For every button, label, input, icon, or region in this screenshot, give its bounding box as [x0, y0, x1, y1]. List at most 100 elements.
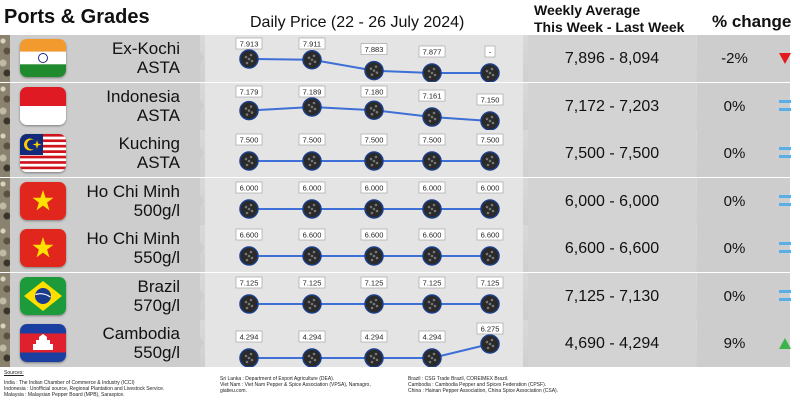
port-grade-label: Kuching ASTA — [119, 134, 180, 172]
daily-price-svg: 6.000 6.000 6.000 6.000 6.000 — [235, 181, 504, 219]
weekly-header-line2: This Week - Last Week — [534, 19, 685, 35]
data-label-box — [298, 276, 326, 288]
data-point — [239, 49, 259, 69]
source-line: India : The Indian Chamber of Commerce &… — [4, 380, 135, 386]
data-label: 7.180 — [365, 87, 384, 96]
port-name: Brazil — [137, 276, 180, 296]
data-label: 6.000 — [481, 183, 500, 192]
data-point — [480, 63, 500, 82]
data-label: 7.125 — [423, 278, 442, 287]
pepper-texture — [0, 225, 10, 272]
data-label: 4.294 — [303, 333, 322, 342]
data-point — [239, 246, 259, 266]
weekly-panel — [528, 130, 696, 177]
chevron-arrow — [190, 177, 204, 224]
data-point — [364, 348, 384, 367]
vietnam-flag-icon — [20, 229, 66, 267]
data-point — [302, 50, 322, 70]
trend-indicator — [778, 178, 792, 225]
data-label-box — [360, 85, 388, 97]
data-point — [480, 293, 500, 314]
pepper-texture — [0, 177, 10, 225]
data-point — [302, 348, 322, 367]
data-label: 6.600 — [423, 231, 442, 240]
data-label: 7.125 — [240, 278, 259, 287]
daily-price-svg: 7.913 7.911 7.883 7.877 - — [235, 37, 500, 82]
grade-name: 550g/l — [133, 343, 180, 362]
data-label-box — [360, 133, 388, 146]
data-label-box — [235, 181, 263, 193]
data-label-box — [360, 228, 388, 241]
data-point — [364, 60, 384, 81]
data-label: 6.000 — [240, 183, 259, 192]
chevron-arrow — [190, 320, 204, 366]
data-label: 7.189 — [303, 87, 322, 96]
data-point — [422, 106, 442, 127]
data-point — [422, 63, 442, 82]
source-line: giatieu.com. — [220, 388, 247, 394]
price-row: 4.294 4.294 4.294 4.294 6.275 Cambodia 550g/… — [0, 320, 800, 367]
data-label: 7.179 — [240, 87, 259, 96]
data-point — [422, 151, 442, 171]
grade-name: ASTA — [136, 153, 180, 172]
data-label: 7.911 — [303, 40, 321, 49]
pepper-texture — [0, 82, 10, 130]
data-label-box — [476, 228, 504, 241]
data-point — [302, 198, 322, 219]
grade-name: 550g/l — [133, 248, 180, 267]
pepper-texture — [0, 130, 10, 177]
equal-sign-icon — [779, 147, 791, 158]
data-point — [302, 151, 322, 171]
pct-panel — [697, 272, 790, 320]
daily-price-chart: 7.500 7.500 7.500 7.500 7.500 — [205, 130, 523, 177]
weekly-average-value: 7,896 - 8,094 — [564, 50, 660, 67]
pct-panel — [697, 320, 790, 367]
pct-change-value: 0% — [723, 287, 746, 305]
sources-footer: Sources: India : The Indian Chamber of C… — [4, 370, 800, 416]
data-label-box — [235, 276, 263, 288]
data-label-box — [418, 276, 446, 288]
data-label-box — [418, 330, 446, 343]
series-line-segment — [431, 343, 491, 359]
weekly-panel — [528, 35, 696, 82]
weekly-panel — [528, 82, 696, 130]
indonesia-flag-icon — [20, 86, 66, 125]
data-label-box — [476, 133, 504, 146]
grade-name: 500g/l — [133, 200, 180, 220]
data-label-box — [298, 133, 326, 146]
data-label-box — [418, 45, 446, 58]
cambodia-flag-icon — [20, 324, 66, 362]
data-point — [480, 198, 500, 219]
data-label-box — [298, 228, 326, 241]
pct-change-value: 9% — [723, 335, 746, 352]
chevron-arrow — [190, 35, 204, 81]
trend-indicator — [778, 273, 792, 320]
port-name: Ex-Kochi — [111, 39, 180, 58]
pepper-texture — [0, 320, 10, 367]
pct-change-value: 0% — [723, 97, 746, 115]
weekly-header-line1: Weekly Average — [534, 2, 641, 18]
data-point — [239, 348, 259, 367]
price-row: 6.600 6.600 6.600 6.600 6.600 Ho Chi Minh 55… — [0, 225, 800, 272]
data-label-box — [298, 330, 326, 343]
trend-indicator — [778, 35, 792, 82]
grade-name: ASTA — [136, 58, 180, 77]
port-grade-label: Ho Chi Minh 550g/l — [86, 229, 180, 267]
source-line: Sri Lanka : Department of Export Agricul… — [220, 376, 335, 382]
data-label: - — [489, 48, 492, 57]
data-label: 7.500 — [240, 136, 259, 145]
up-arrow-icon — [779, 338, 791, 349]
data-label: 7.913 — [240, 40, 259, 49]
source-line: Indonesia : Unofficial source, Regional … — [4, 386, 165, 392]
port-name: Indonesia — [106, 86, 180, 106]
data-label-box — [298, 181, 326, 193]
sources-col3: Brazil : CSG Trade Brazil, COREIMEX Braz… — [408, 376, 558, 394]
daily-price-svg: 4.294 4.294 4.294 4.294 6.275 — [235, 322, 504, 367]
weekly-average-header: Weekly Average This Week - Last Week — [534, 2, 684, 36]
series-line-segment — [311, 105, 375, 111]
data-point — [302, 246, 322, 266]
data-label-box — [235, 85, 263, 97]
data-label-box — [235, 330, 263, 343]
data-label-box — [360, 43, 388, 55]
data-point — [364, 198, 384, 219]
